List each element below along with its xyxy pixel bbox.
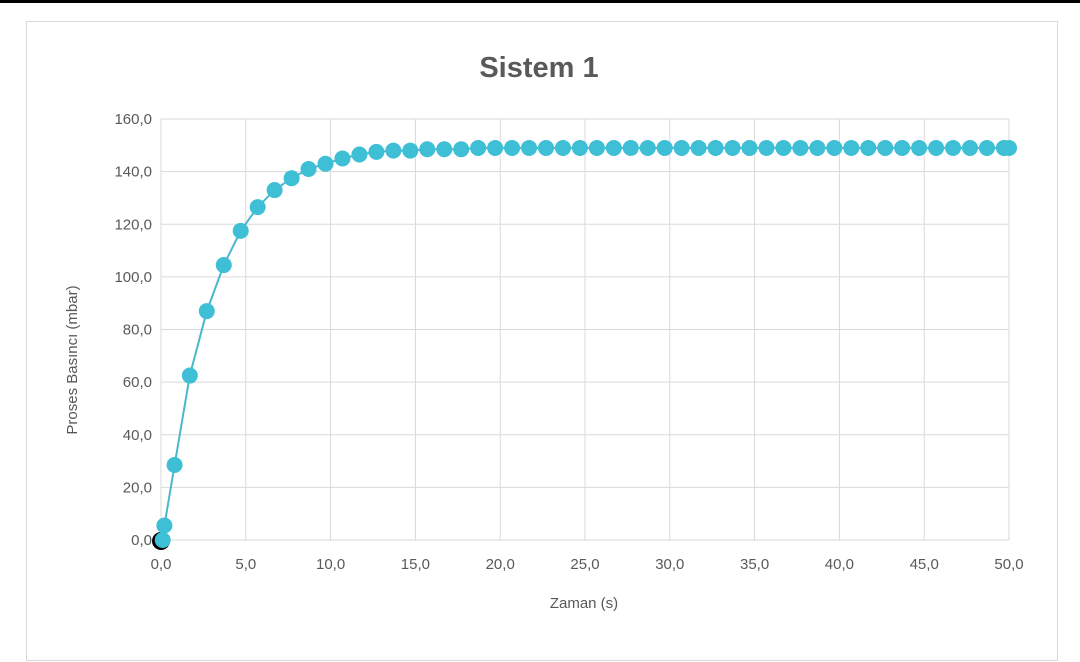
data-point xyxy=(453,141,470,158)
data-point xyxy=(571,139,588,156)
data-point xyxy=(860,139,877,156)
data-point xyxy=(690,139,707,156)
x-tick-label: 50,0 xyxy=(994,556,1023,573)
data-point xyxy=(317,155,334,172)
data-point xyxy=(673,139,690,156)
x-tick-label: 20,0 xyxy=(486,556,515,573)
data-point xyxy=(283,170,300,187)
y-tick-label: 80,0 xyxy=(123,322,152,339)
data-point xyxy=(436,141,453,158)
data-point xyxy=(156,517,173,534)
data-point xyxy=(470,139,487,156)
series-line xyxy=(161,146,1009,541)
y-tick-label: 40,0 xyxy=(123,427,152,444)
grid xyxy=(160,118,1010,541)
data-point xyxy=(877,139,894,156)
x-tick-label: 5,0 xyxy=(235,556,256,573)
data-point xyxy=(385,142,402,159)
data-point xyxy=(154,532,171,548)
y-tick-label: 140,0 xyxy=(114,164,152,181)
y-tick-label: 120,0 xyxy=(114,216,152,233)
data-point xyxy=(961,139,978,156)
y-axis-title: Proses Basıncı (mbar) xyxy=(64,285,81,434)
data-point xyxy=(537,139,554,156)
data-point xyxy=(741,139,758,156)
data-point xyxy=(758,139,775,156)
data-point xyxy=(521,139,538,156)
data-point xyxy=(894,139,911,156)
data-series xyxy=(152,139,1017,550)
top-border-line xyxy=(0,0,1080,3)
data-point xyxy=(198,303,215,320)
data-point xyxy=(351,146,368,163)
data-point xyxy=(911,139,928,156)
y-tick-label: 60,0 xyxy=(123,374,152,391)
data-point xyxy=(215,257,232,274)
data-point xyxy=(487,139,504,156)
x-tick-label: 25,0 xyxy=(570,556,599,573)
data-point xyxy=(300,160,317,177)
x-tick-label: 15,0 xyxy=(401,556,430,573)
data-point xyxy=(843,139,860,156)
x-tick-label: 10,0 xyxy=(316,556,345,573)
data-point xyxy=(334,150,351,167)
y-tick-label: 160,0 xyxy=(114,111,152,128)
data-point xyxy=(622,139,639,156)
data-point xyxy=(249,199,266,216)
data-point xyxy=(402,142,419,159)
data-point xyxy=(656,139,673,156)
data-point xyxy=(266,182,283,199)
tick-labels: 0,0 5,0 10,0 15,0 20,0 25,0 30,0 35,0 40,0 45,0 50… xyxy=(114,111,1023,573)
x-tick-label: 30,0 xyxy=(655,556,684,573)
data-point xyxy=(724,139,741,156)
data-point xyxy=(504,139,521,156)
x-tick-label: 35,0 xyxy=(740,556,769,573)
data-point xyxy=(166,457,183,474)
data-point xyxy=(639,139,656,156)
y-tick-label: 20,0 xyxy=(123,479,152,496)
data-point xyxy=(588,139,605,156)
x-tick-label: 0,0 xyxy=(151,556,172,573)
chart-area: Sistem 1 0,0 5,0 10,0 15,0 20,0 25,0 30,0 35,0 4… xyxy=(26,21,1058,661)
data-point xyxy=(181,367,198,384)
x-axis-title: Zaman (s) xyxy=(550,595,618,612)
data-point xyxy=(775,139,792,156)
x-tick-label: 45,0 xyxy=(910,556,939,573)
data-point xyxy=(1001,139,1017,156)
data-point xyxy=(419,141,436,158)
data-point xyxy=(368,143,385,160)
data-point xyxy=(978,139,995,156)
data-point xyxy=(554,139,571,156)
data-point xyxy=(809,139,826,156)
x-tick-label: 40,0 xyxy=(825,556,854,573)
data-point xyxy=(605,139,622,156)
data-point xyxy=(826,139,843,156)
data-point xyxy=(232,222,249,239)
data-point xyxy=(928,139,945,156)
y-tick-label: 100,0 xyxy=(114,269,152,286)
chart-title: Sistem 1 xyxy=(479,52,598,84)
y-tick-label: 0,0 xyxy=(131,532,152,549)
chart-svg: Sistem 1 0,0 5,0 10,0 15,0 20,0 25,0 30,0 35,0 4… xyxy=(64,52,1024,612)
data-point xyxy=(707,139,724,156)
data-point xyxy=(945,139,962,156)
data-point xyxy=(792,139,809,156)
